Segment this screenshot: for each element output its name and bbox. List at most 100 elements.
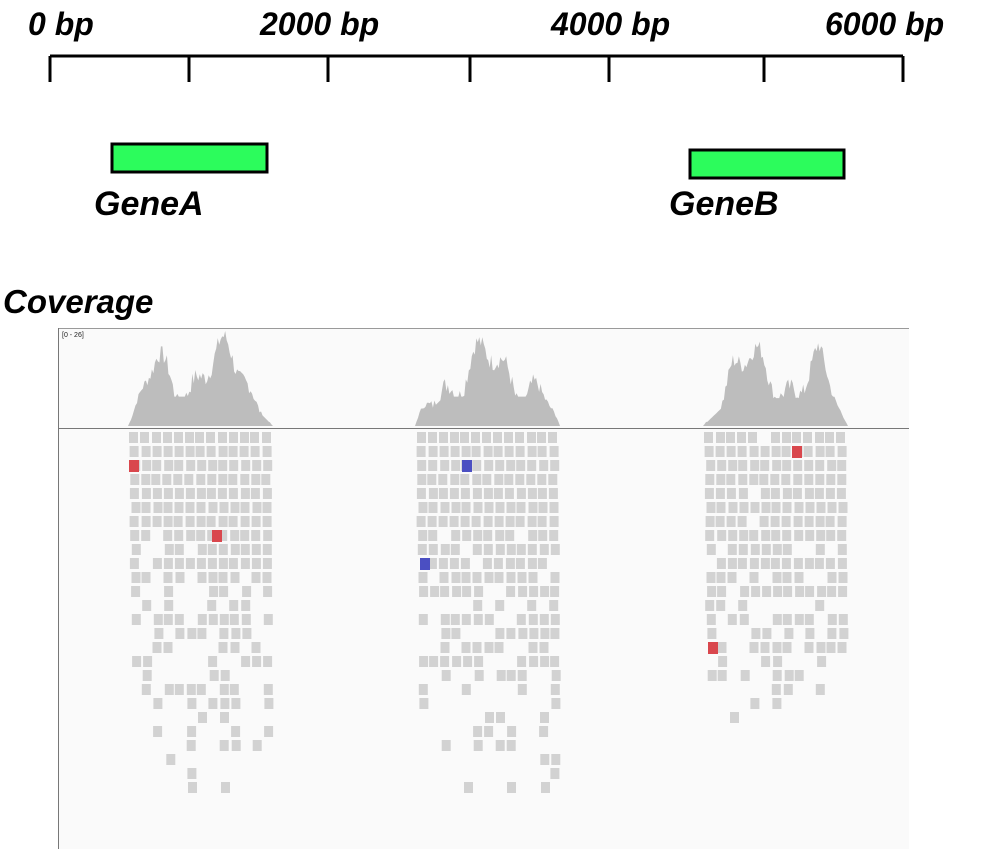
aligned-read[interactable] [417,474,427,485]
aligned-read[interactable] [228,488,238,499]
aligned-read[interactable] [451,530,461,541]
aligned-read[interactable] [484,460,494,471]
aligned-read[interactable] [539,460,549,471]
aligned-read[interactable] [770,516,780,527]
aligned-read[interactable] [705,600,715,611]
aligned-read[interactable] [418,684,428,695]
aligned-read[interactable] [196,488,206,499]
aligned-read[interactable] [838,502,848,513]
aligned-read[interactable] [163,642,173,653]
aligned-read[interactable] [750,460,760,471]
aligned-read[interactable] [527,488,537,499]
aligned-read[interactable] [826,530,836,541]
aligned-read[interactable] [239,446,249,457]
aligned-read[interactable] [550,544,560,555]
aligned-read[interactable] [450,446,460,457]
aligned-read[interactable] [815,684,825,695]
aligned-read[interactable] [715,488,725,499]
aligned-read[interactable] [716,572,726,583]
aligned-read[interactable] [484,614,494,625]
aligned-read[interactable] [794,530,804,541]
aligned-read[interactable] [803,446,813,457]
aligned-read[interactable] [240,558,250,569]
aligned-read[interactable] [263,530,273,541]
aligned-read[interactable] [152,516,162,527]
aligned-read[interactable] [749,474,759,485]
aligned-read[interactable] [727,572,737,583]
aligned-read[interactable] [219,502,229,513]
aligned-read[interactable] [739,530,749,541]
aligned-read[interactable] [474,670,484,681]
aligned-read[interactable] [706,460,716,471]
aligned-read[interactable] [229,432,238,443]
aligned-read[interactable] [793,516,803,527]
aligned-read[interactable] [707,586,717,597]
aligned-read[interactable] [263,684,273,695]
aligned-read[interactable] [142,460,152,471]
aligned-read[interactable] [450,432,459,443]
aligned-read[interactable] [794,572,804,583]
aligned-read[interactable] [187,698,197,709]
aligned-read[interactable] [816,502,826,513]
aligned-read[interactable] [242,628,252,639]
aligned-read[interactable] [750,502,760,513]
aligned-read[interactable] [417,544,427,555]
aligned-read[interactable] [262,488,272,499]
aligned-read[interactable] [228,474,238,485]
aligned-read[interactable] [772,642,782,653]
aligned-read[interactable] [516,502,526,513]
aligned-read[interactable] [537,432,546,443]
aligned-read[interactable] [428,488,438,499]
aligned-read[interactable] [783,684,793,695]
aligned-read[interactable] [439,572,449,583]
aligned-read[interactable] [537,558,547,569]
aligned-read[interactable] [220,712,229,723]
aligned-read[interactable] [263,656,273,667]
aligned-read[interactable] [438,558,448,569]
aligned-read[interactable] [175,628,185,639]
aligned-read[interactable] [207,544,217,555]
aligned-read[interactable] [429,656,439,667]
aligned-read[interactable] [528,572,538,583]
aligned-read[interactable] [141,488,151,499]
aligned-read[interactable] [482,432,491,443]
aligned-read[interactable] [705,474,715,485]
aligned-read[interactable] [482,474,492,485]
aligned-read[interactable] [131,586,141,597]
aligned-read[interactable] [760,558,770,569]
aligned-read[interactable] [515,474,525,485]
aligned-read[interactable] [428,530,438,541]
aligned-read[interactable] [452,656,462,667]
aligned-read[interactable] [473,502,483,513]
aligned-read[interactable] [483,446,493,457]
aligned-read[interactable] [740,586,750,597]
aligned-read[interactable] [825,488,835,499]
aligned-read[interactable] [262,572,272,583]
aligned-read[interactable] [548,474,558,485]
aligned-read[interactable] [152,488,162,499]
aligned-read[interactable] [152,460,162,471]
aligned-read[interactable] [252,656,262,667]
aligned-read[interactable] [208,614,218,625]
aligned-read[interactable] [141,572,151,583]
aligned-read[interactable] [549,502,559,513]
aligned-read[interactable] [506,586,516,597]
aligned-read[interactable] [427,558,437,569]
aligned-read[interactable] [471,516,481,527]
aligned-read[interactable] [839,628,849,639]
aligned-read[interactable] [537,488,547,499]
aligned-read[interactable] [804,614,814,625]
aligned-read[interactable] [795,586,805,597]
aligned-read[interactable] [716,558,726,569]
aligned-read[interactable] [251,516,261,527]
aligned-read[interactable] [152,558,162,569]
aligned-read[interactable] [174,488,184,499]
aligned-read[interactable] [484,642,494,653]
aligned-read[interactable] [153,726,163,737]
aligned-read[interactable] [228,446,238,457]
aligned-read[interactable] [251,530,261,541]
aligned-read[interactable] [163,614,173,625]
aligned-read[interactable] [771,684,781,695]
aligned-read[interactable] [825,446,835,457]
aligned-read[interactable] [551,670,561,681]
